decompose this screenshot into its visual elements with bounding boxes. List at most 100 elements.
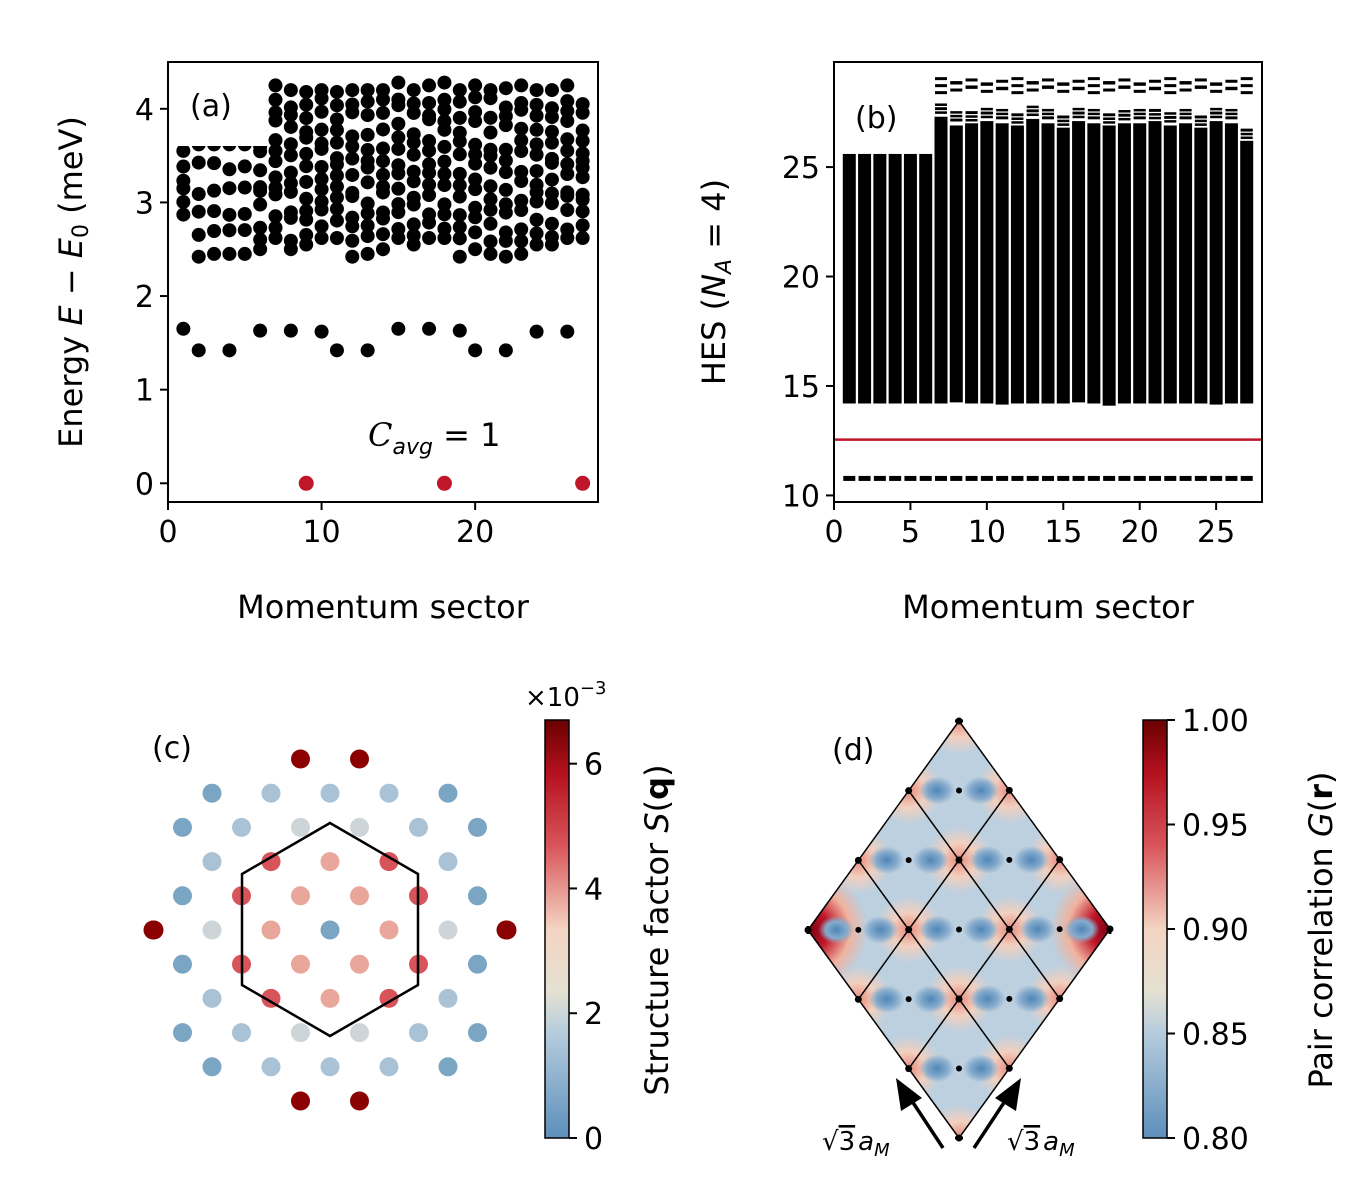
continuum-point: [483, 83, 498, 98]
hes-high-level: [965, 85, 978, 89]
continuum-point: [329, 231, 344, 245]
continuum-point: [483, 179, 498, 194]
continuum-point: [529, 83, 544, 98]
continuum-point: [498, 153, 513, 168]
x-tick-label: 0: [824, 515, 843, 550]
hes-high-level: [1179, 116, 1192, 119]
continuum-point: [529, 122, 544, 137]
hes-high-level: [1011, 77, 1024, 81]
panel-b-x-ticks: 0 5 10 15 20 25: [824, 502, 1235, 550]
continuum-point: [544, 229, 559, 244]
continuum-point: [360, 83, 375, 98]
x-tick-label: 0: [158, 515, 177, 550]
panel-a-frame: [167, 61, 599, 503]
continuum-point: [575, 146, 590, 161]
panel-a-y-ticks: 0 1 2 3 4: [135, 93, 168, 502]
correlation-hotspot: [1050, 869, 1110, 989]
colorbar-d-label: Pair correlation G(r): [1302, 771, 1340, 1088]
continuum-point: [437, 75, 452, 90]
continuum-point: [452, 110, 467, 125]
continuum-point: [314, 194, 329, 209]
hes-low-level: [935, 475, 947, 481]
continuum-point: [299, 227, 314, 242]
hes-bulk-bar: [1163, 125, 1177, 404]
continuum-point: [314, 83, 329, 98]
continuum-point: [314, 136, 329, 151]
arrow-label-left: √3 aM: [822, 1127, 890, 1161]
colorbar-tick-label: 1.00: [1182, 704, 1249, 739]
hes-high-level: [1149, 87, 1161, 91]
hes-high-level: [980, 89, 993, 93]
lattice-point: [1056, 995, 1064, 1003]
lattice-point: [1005, 925, 1013, 933]
continuum-point: [360, 175, 375, 190]
structure-factor-point: [438, 783, 458, 803]
continuum-point: [437, 221, 452, 236]
continuum-point: [222, 207, 237, 222]
hes-high-level: [1133, 89, 1146, 93]
panel-a-label-box: [172, 66, 267, 146]
excited-point: [253, 323, 268, 338]
hes-low-level: [1057, 475, 1070, 481]
hes-low-level: [1011, 475, 1024, 481]
hes-high-level: [1026, 105, 1039, 109]
continuum-point: [360, 218, 375, 233]
y-tick-label: 1: [135, 374, 154, 409]
continuum-point: [483, 246, 498, 261]
structure-factor-point: [202, 783, 222, 803]
continuum-point: [498, 142, 513, 157]
hes-bulk-bar: [1240, 140, 1254, 404]
colorbar-tick-label: 0.80: [1182, 1122, 1249, 1157]
hes-high-level: [996, 108, 1009, 112]
correlation-minimum: [919, 1054, 955, 1083]
hes-high-level: [1210, 107, 1223, 111]
continuum-point: [529, 97, 544, 112]
continuum-point: [283, 176, 298, 191]
structure-factor-point: [202, 988, 222, 1008]
continuum-point: [406, 174, 421, 189]
continuum-point: [391, 197, 406, 212]
continuum-point: [376, 83, 390, 98]
hes-high-level: [1072, 107, 1085, 111]
hes-bulk-bar: [873, 153, 887, 404]
continuum-point: [360, 246, 375, 261]
structure-factor-point: [379, 1057, 399, 1077]
continuum-point: [376, 242, 390, 257]
hes-high-level: [1210, 111, 1223, 115]
grid-line: [958, 928, 1111, 1139]
lattice-point: [855, 926, 862, 933]
structure-factor-point: [320, 920, 340, 940]
continuum-point: [329, 201, 344, 216]
hes-high-level: [1149, 79, 1161, 83]
continuum-point: [544, 124, 559, 139]
hes-high-level: [1149, 108, 1161, 112]
continuum-point: [299, 204, 314, 219]
continuum-point: [422, 207, 437, 222]
continuum-point: [468, 172, 483, 187]
continuum-point: [514, 96, 529, 111]
hes-high-level: [1225, 112, 1238, 116]
continuum-point: [391, 141, 406, 156]
continuum-point: [253, 232, 268, 247]
continuum-point: [283, 100, 298, 115]
continuum-point: [376, 179, 390, 194]
y-tick-label: 20: [782, 261, 820, 296]
structure-factor-point: [350, 954, 369, 974]
structure-factor-point: [320, 988, 340, 1008]
continuum-point: [391, 130, 406, 145]
lattice-point: [1056, 926, 1063, 933]
excited-point: [498, 343, 513, 358]
structure-factor-point: [173, 817, 192, 837]
hes-high-level: [1103, 88, 1116, 92]
colorbar-c-exponent: ×10−3: [525, 678, 606, 713]
continuum-point: [560, 222, 575, 237]
continuum-point: [207, 224, 222, 239]
hes-high-level: [1103, 121, 1116, 124]
lattice-point: [905, 926, 913, 934]
structure-factor-point: [261, 852, 281, 872]
structure-factor-point: [468, 954, 487, 974]
arrow-label-right: √3 aM: [1007, 1127, 1075, 1161]
structure-factor-point: [232, 817, 251, 837]
hes-high-level: [1026, 81, 1039, 85]
colorbar-tick-label: 0.85: [1182, 1018, 1249, 1053]
